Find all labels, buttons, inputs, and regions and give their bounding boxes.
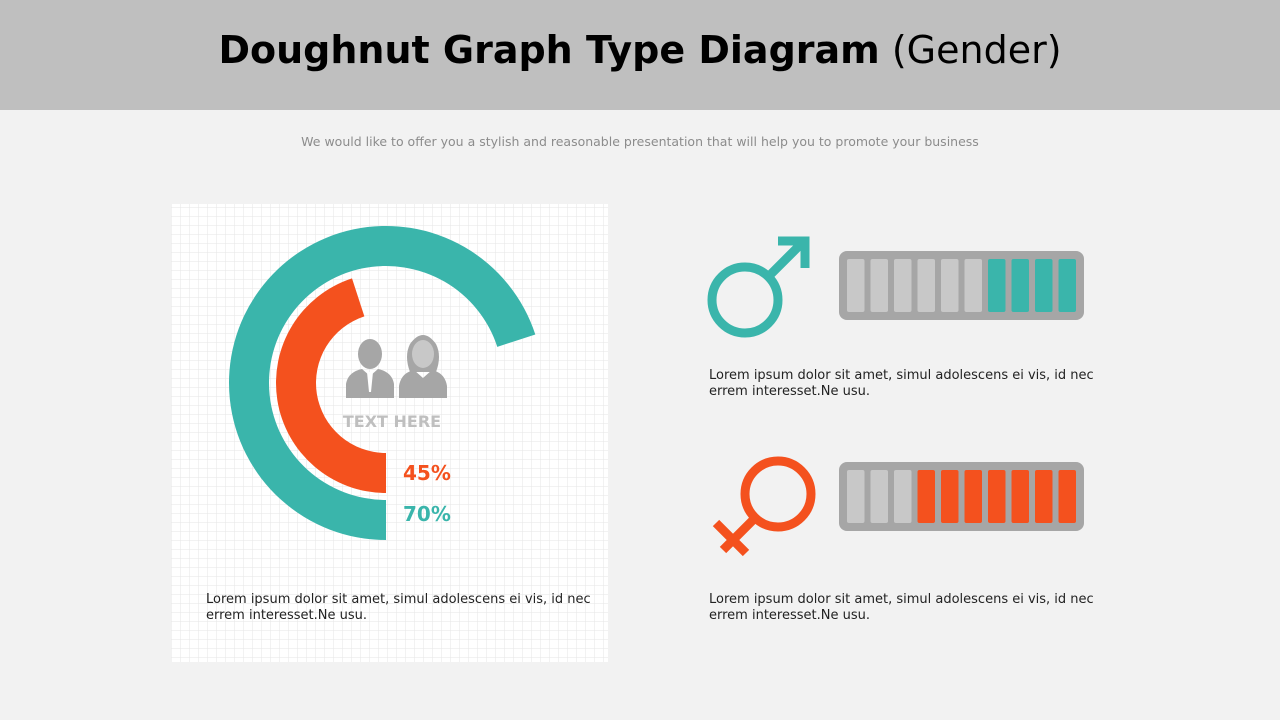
gauge-segment (964, 470, 982, 523)
gauge-filled (988, 259, 1076, 312)
gauge-segment (894, 470, 912, 523)
gauge-segment (870, 470, 888, 523)
gauge-caption: Lorem ipsum dolor sit amet, simul adoles… (709, 368, 1094, 399)
gauge-segment (1011, 259, 1029, 312)
value-label: 70% (403, 502, 451, 526)
gauge-segment (1035, 259, 1053, 312)
ring-arc (276, 278, 386, 493)
gauge-segment (1035, 470, 1053, 523)
male-symbol (707, 236, 810, 338)
gauge-empty (847, 470, 912, 523)
gauge-caption: Lorem ipsum dolor sit amet, simul adoles… (709, 592, 1094, 623)
subtitle: We would like to offer you a stylish and… (301, 134, 979, 149)
gauge-segment (1058, 259, 1076, 312)
gauge-segment (941, 470, 959, 523)
title-main: Doughnut Graph Type Diagram (218, 28, 880, 72)
gauge-segment (847, 470, 865, 523)
title-suffix: (Gender) (891, 28, 1062, 72)
gauge-segment (847, 259, 865, 312)
gauge-segment (988, 259, 1006, 312)
gauge-segment (894, 259, 912, 312)
female-symbol (712, 456, 816, 557)
gauge-segment (988, 470, 1006, 523)
title: Doughnut Graph Type Diagram (Gender) (0, 28, 1280, 72)
people-icon (346, 335, 447, 398)
gauge-segment (964, 259, 982, 312)
doughnut-caption: Lorem ipsum dolor sit amet, simul adoles… (206, 592, 591, 623)
gauge-segment (1058, 470, 1076, 523)
gauge-segment (917, 470, 935, 523)
gauge-segment (941, 259, 959, 312)
gauge-empty (847, 259, 982, 312)
value-label: 45% (403, 461, 451, 485)
gauge-segment (917, 259, 935, 312)
gauge-segment (870, 259, 888, 312)
center-label: TEXT HERE (343, 412, 441, 431)
gauge-segment (1011, 470, 1029, 523)
header-bar (0, 0, 1280, 110)
gauge-filled (917, 470, 1076, 523)
